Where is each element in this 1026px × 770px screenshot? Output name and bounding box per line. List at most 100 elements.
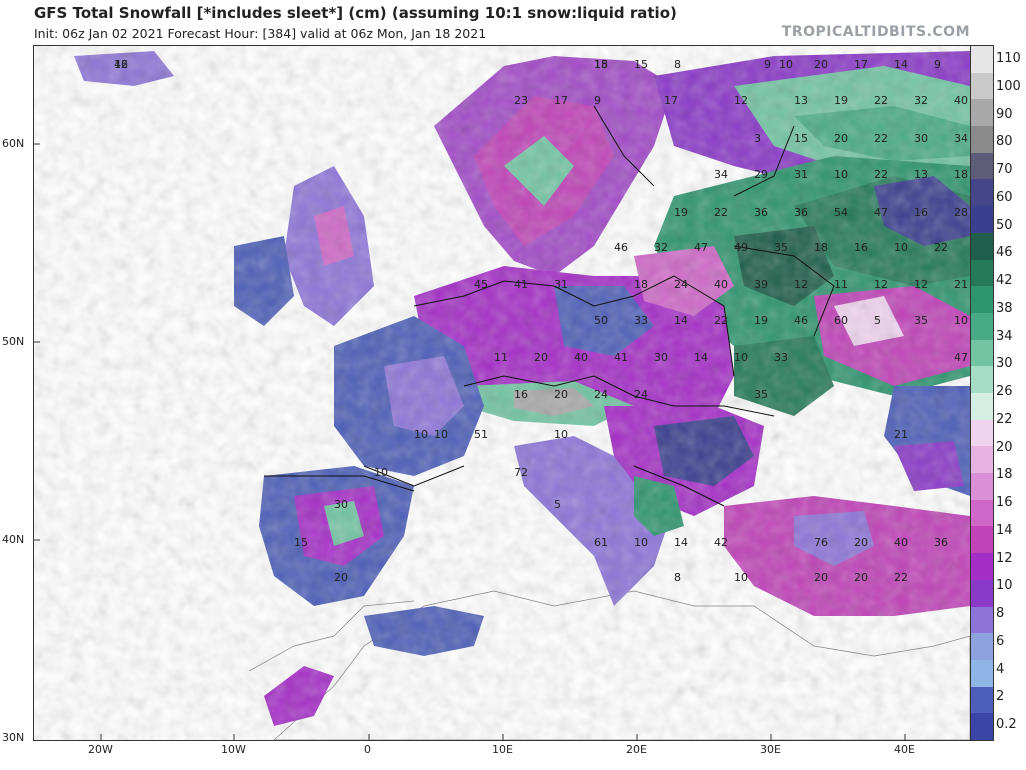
- map-value-label: 40: [954, 94, 968, 107]
- map-value-label: 42: [114, 58, 128, 71]
- colorbar-label: 30: [996, 356, 1013, 372]
- colorbar-segment: [971, 553, 993, 581]
- map-value-label: 33: [634, 314, 648, 327]
- colorbar-label: 20: [996, 439, 1013, 455]
- map-value-label: 19: [674, 206, 688, 219]
- brand-watermark: TROPICALTIDBITS.COM: [781, 24, 970, 40]
- map-value-label: 12: [734, 94, 748, 107]
- colorbar-segment: [971, 152, 993, 180]
- map-value-label: 13: [914, 168, 928, 181]
- colorbar-segment: [971, 46, 993, 74]
- map-value-label: 10: [554, 428, 568, 441]
- colorbar-segment: [971, 526, 993, 554]
- map-value-label: 50: [594, 314, 608, 327]
- map-value-label: 54: [834, 206, 848, 219]
- map-value-label: 10: [414, 428, 428, 441]
- colorbar-label: 110: [996, 51, 1021, 66]
- map-value-label: 31: [794, 168, 808, 181]
- lon-label-10e: 10E: [492, 743, 513, 756]
- map-value-label: 22: [874, 168, 888, 181]
- map-value-label: 22: [874, 132, 888, 145]
- map-value-label: 10: [434, 428, 448, 441]
- colorbar-label: 70: [996, 162, 1013, 178]
- map-value-label: 40: [894, 536, 908, 549]
- map-value-label: 36: [754, 206, 768, 219]
- map-value-label: 12: [794, 278, 808, 291]
- map-value-label: 10: [734, 351, 748, 364]
- map-value-label: 14: [674, 314, 688, 327]
- map-value-label: 40: [714, 278, 728, 291]
- lon-label-0: 0: [364, 743, 371, 756]
- map-value-label: 16: [114, 58, 128, 71]
- colorbar-segment: [971, 473, 993, 501]
- colorbar-label: 10: [996, 578, 1013, 594]
- map-value-label: 18: [954, 168, 968, 181]
- map-value-label: 18: [594, 58, 608, 71]
- lat-label-50n: 50N: [2, 335, 25, 348]
- map-value-label: 12: [914, 278, 928, 291]
- map-value-label: 30: [914, 132, 928, 145]
- colorbar-label: 46: [996, 245, 1013, 261]
- colorbar-label: 12: [996, 550, 1013, 566]
- map-value-label: 36: [934, 536, 948, 549]
- map-value-label: 14: [894, 58, 908, 71]
- colorbar-label: 90: [996, 106, 1013, 122]
- lon-label-40e: 40E: [894, 743, 915, 756]
- map-value-label: 46: [794, 314, 808, 327]
- colorbar-segment: [971, 499, 993, 527]
- lat-label-60n: 60N: [2, 137, 25, 150]
- map-value-label: 40: [574, 351, 588, 364]
- map-value-label: 28: [954, 206, 968, 219]
- map-value-label: 30: [334, 498, 348, 511]
- map-value-label: 24: [674, 278, 688, 291]
- colorbar-segment: [971, 713, 993, 741]
- colorbar-segment: [971, 393, 993, 421]
- colorbar-segment: [971, 686, 993, 714]
- map-value-label: 13: [794, 94, 808, 107]
- map-value-label: 10: [834, 168, 848, 181]
- colorbar-label: 34: [996, 328, 1013, 344]
- colorbar-label: 18: [996, 467, 1013, 483]
- map-value-label: 35: [914, 314, 928, 327]
- map-value-label: 33: [774, 351, 788, 364]
- lon-label-10w: 10W: [221, 743, 246, 756]
- map-value-label: 41: [514, 278, 528, 291]
- colorbar-segment: [971, 312, 993, 341]
- map-value-label: 47: [694, 241, 708, 254]
- colorbar-label: 2: [996, 689, 1005, 705]
- map-value-label: 8: [674, 58, 681, 71]
- colorbar-label: 100: [996, 78, 1021, 94]
- map-value-label: 17: [854, 58, 868, 71]
- lon-label-30e: 30E: [760, 743, 781, 756]
- map-value-label: 11: [494, 351, 508, 364]
- colorbar-segment: [971, 366, 993, 394]
- map-value-label: 19: [754, 314, 768, 327]
- colorbar-label: 38: [996, 300, 1013, 316]
- colorbar-label: 42: [996, 273, 1013, 289]
- map-value-label: 20: [834, 132, 848, 145]
- map-value-label: 21: [954, 278, 968, 291]
- map-value-label: 51: [474, 428, 488, 441]
- colorbar-segment: [971, 99, 993, 127]
- map-value-label: 47: [954, 351, 968, 364]
- map-value-label: 15: [294, 536, 308, 549]
- colorbar-label: 6: [996, 633, 1005, 649]
- map-value-label: 10: [779, 58, 793, 71]
- map-value-label: 35: [774, 241, 788, 254]
- map-value-label: 15: [634, 58, 648, 71]
- colorbar-segment: [971, 606, 993, 634]
- map-value-label: 10: [734, 571, 748, 584]
- map-value-label: 61: [594, 536, 608, 549]
- map-frame: 42 15 15 8 9 10 20 17 14 9 17 12 13 19 22 32 40 23 17 9 3 15 2…: [33, 45, 971, 741]
- map-value-label: 45: [474, 278, 488, 291]
- map-value-label: 12: [874, 278, 888, 291]
- map-value-label: 34: [954, 132, 968, 145]
- colorbar-segment: [971, 126, 993, 154]
- map-value-label: 20: [534, 351, 548, 364]
- map-value-label: 16: [914, 206, 928, 219]
- lon-label-20w: 20W: [88, 743, 113, 756]
- map-value-label: 22: [934, 241, 948, 254]
- map-value-label: 35: [754, 388, 768, 401]
- map-value-label: 5: [874, 314, 881, 327]
